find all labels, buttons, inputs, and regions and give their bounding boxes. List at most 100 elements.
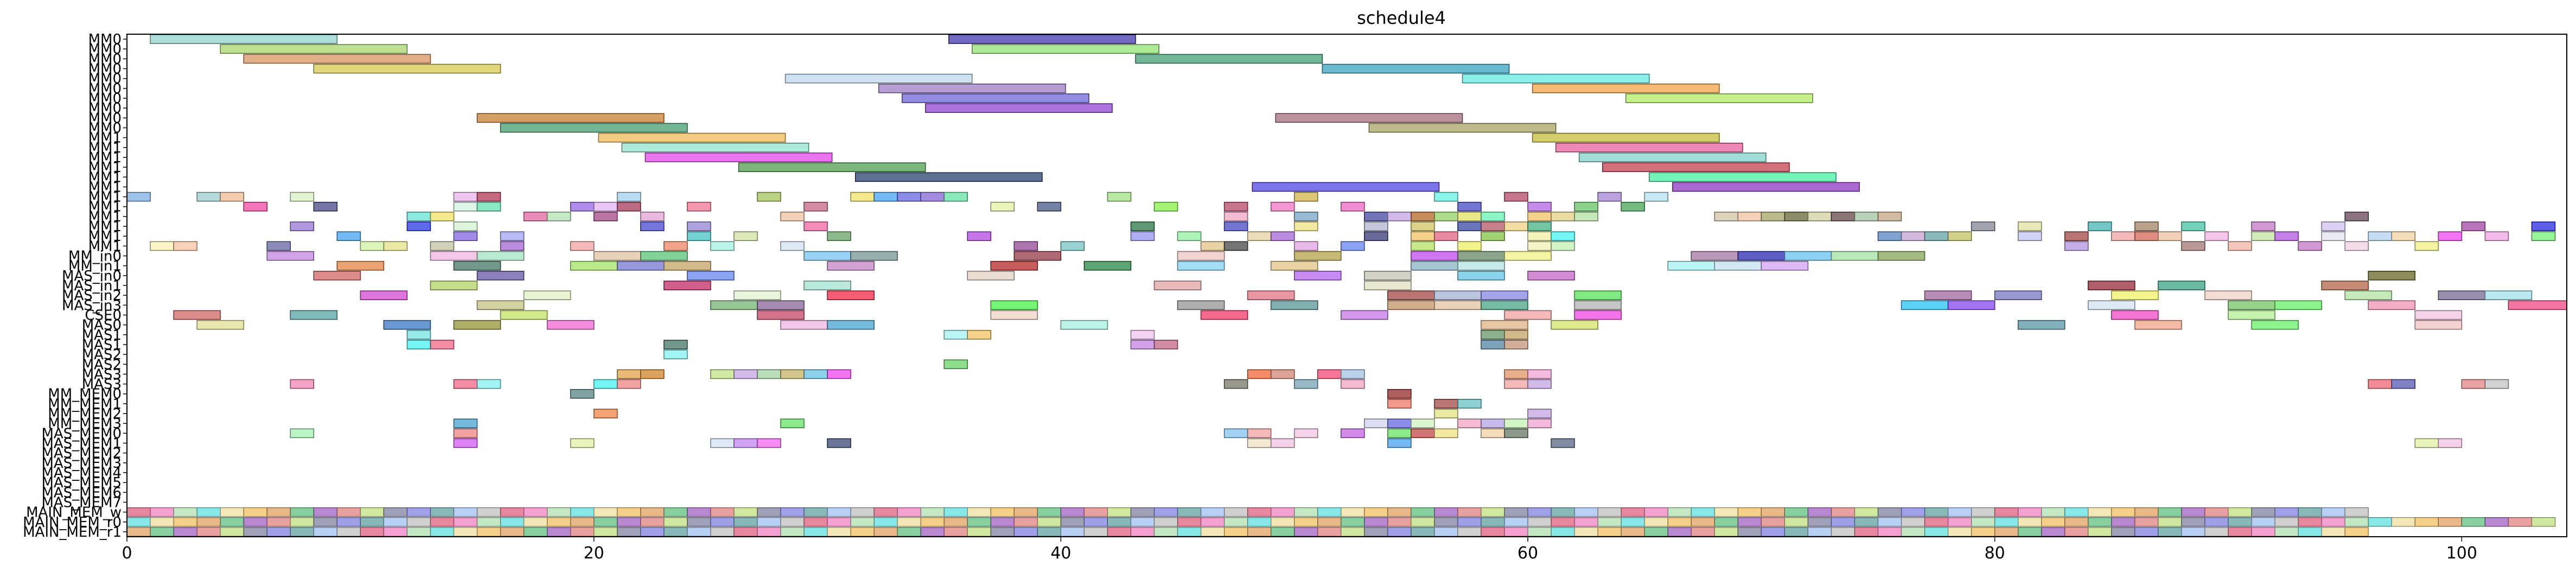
main-mem-bar — [1807, 527, 1832, 537]
task-bar — [1457, 251, 1505, 261]
main-mem-bar — [990, 517, 1015, 527]
main-mem-bar — [383, 507, 408, 517]
task-bar — [593, 379, 618, 389]
task-bar — [2438, 438, 2463, 448]
main-mem-bar — [1083, 527, 1108, 537]
main-mem-bar — [547, 527, 571, 537]
task-bar — [1322, 63, 1510, 74]
task-bar — [990, 300, 1038, 310]
x-tick-label: 100 — [2446, 544, 2477, 563]
main-mem-bar — [360, 507, 384, 517]
main-mem-bar — [1060, 517, 1085, 527]
task-bar — [1317, 369, 1342, 379]
task-bar — [1551, 241, 1575, 251]
task-bar — [1504, 329, 1528, 340]
task-bar — [1364, 212, 1388, 221]
y-tick-label: MM1 — [88, 238, 122, 255]
main-mem-bar — [943, 507, 968, 517]
task-bar — [2134, 320, 2182, 330]
task-bar — [2111, 290, 2159, 300]
task-bar — [640, 369, 665, 379]
task-bar — [1551, 231, 1575, 241]
main-mem-bar — [1994, 517, 2019, 527]
task-bar — [1223, 221, 1248, 231]
task-bar — [430, 241, 455, 251]
task-bar — [430, 212, 455, 221]
task-bar — [1387, 389, 1412, 399]
main-mem-bar — [1364, 527, 1388, 537]
main-mem-bar — [1667, 517, 1692, 527]
task-bar — [2158, 281, 2205, 290]
y-tick-label: MM1 — [88, 160, 122, 176]
task-bar — [1270, 369, 1295, 379]
main-mem-bar — [430, 507, 455, 517]
task-bar — [1247, 369, 1272, 379]
main-mem-bar — [1223, 517, 1248, 527]
task-bar — [2461, 221, 2486, 231]
main-mem-bar — [1714, 527, 1738, 537]
main-mem-bar — [570, 527, 595, 537]
task-bar — [1672, 182, 1860, 192]
main-mem-bar — [1644, 507, 1668, 517]
task-bar — [570, 201, 595, 212]
task-bar — [873, 192, 898, 202]
task-bar — [710, 300, 758, 310]
main-mem-bar — [1644, 527, 1668, 537]
main-mem-bar — [664, 517, 688, 527]
task-bar — [1527, 212, 1552, 221]
main-mem-bar — [1457, 517, 1482, 527]
task-bar — [453, 438, 478, 448]
main-mem-bar — [2181, 517, 2205, 527]
main-mem-bar — [220, 517, 244, 527]
main-mem-bar — [1223, 527, 1248, 537]
main-mem-bar — [2088, 507, 2112, 517]
task-bar — [1434, 399, 1458, 409]
task-bar — [1481, 329, 1505, 340]
y-tick-label: MM0 — [88, 61, 122, 78]
main-mem-bar — [757, 517, 781, 527]
main-mem-bar — [1831, 507, 1856, 517]
task-bar — [1457, 221, 1482, 231]
main-mem-bar — [500, 527, 525, 537]
main-mem-bar — [920, 507, 945, 517]
task-bar — [1107, 192, 1132, 202]
main-mem-bar — [897, 527, 921, 537]
main-mem-bar — [1153, 507, 1178, 517]
main-mem-bar — [1083, 507, 1108, 517]
y-tick-label: MM1 — [88, 189, 122, 206]
main-mem-bar — [196, 507, 221, 517]
main-mem-bar — [2204, 517, 2229, 527]
task-bar — [1013, 251, 1062, 261]
task-bar — [1247, 428, 1272, 438]
task-bar — [920, 192, 945, 202]
task-bar — [126, 192, 151, 202]
main-mem-bar — [920, 527, 945, 537]
main-mem-bar — [1644, 517, 1668, 527]
task-bar — [1667, 260, 1716, 271]
main-mem-bar — [196, 527, 221, 537]
main-mem-bar — [1807, 507, 1832, 517]
main-mem-bar — [547, 517, 571, 527]
y-tick-label: MAS_in3 — [62, 297, 122, 314]
task-bar — [453, 418, 478, 429]
task-bar — [1153, 281, 1202, 290]
task-bar — [780, 418, 805, 429]
main-mem-bar — [313, 517, 337, 527]
main-mem-bar — [266, 517, 291, 527]
task-bar — [827, 369, 851, 379]
task-bar — [1223, 201, 1248, 212]
task-bar — [734, 438, 758, 448]
y-tick-label: MM0 — [88, 91, 122, 107]
task-bar — [990, 260, 1038, 271]
main-mem-bar — [1013, 507, 1038, 517]
main-mem-bar — [1013, 517, 1038, 527]
task-bar — [2111, 231, 2135, 241]
main-mem-bar — [500, 507, 525, 517]
task-bar — [1551, 320, 1598, 330]
task-bar — [453, 428, 478, 438]
task-bar — [664, 340, 688, 349]
task-bar — [1901, 231, 1925, 241]
task-bar — [2251, 221, 2275, 231]
task-bar — [2391, 231, 2416, 241]
main-mem-bar — [173, 517, 197, 527]
